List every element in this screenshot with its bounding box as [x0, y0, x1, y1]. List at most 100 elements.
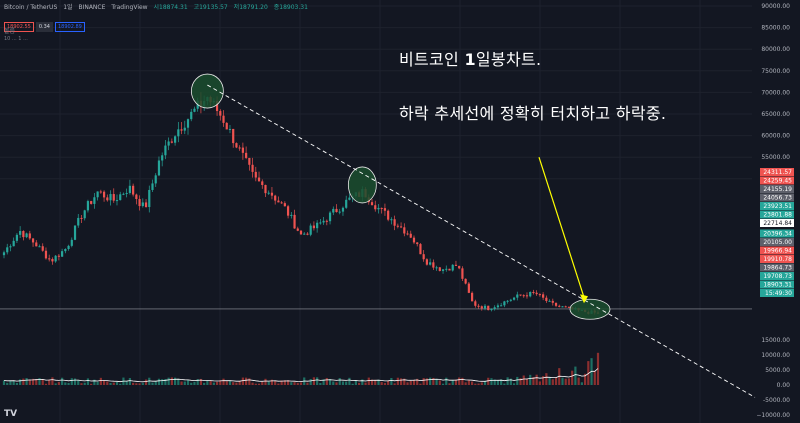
volume-bar	[264, 378, 267, 385]
price-label-box	[760, 193, 794, 202]
volume-bar	[445, 377, 448, 385]
volume-bar	[316, 377, 319, 385]
volume-bar	[393, 383, 396, 385]
volume-bar	[545, 373, 548, 385]
candle-body	[9, 246, 12, 248]
candle-body	[483, 305, 487, 309]
volume-bar	[406, 382, 409, 385]
volume-bar	[90, 383, 93, 385]
ohlc-low: 저18791.20	[233, 4, 268, 11]
volume-bar	[193, 381, 196, 385]
candle-body	[106, 197, 109, 201]
candle-body	[316, 222, 319, 229]
volume-moving-average	[3, 368, 599, 383]
candle-body	[44, 250, 48, 259]
volume-bar	[80, 383, 83, 385]
volume-bar	[177, 378, 180, 385]
volume-bar	[128, 378, 132, 385]
candle-body	[283, 203, 286, 207]
volume-bar	[306, 382, 309, 385]
candle-body	[238, 147, 241, 149]
candle-body	[235, 143, 238, 148]
candle-body	[306, 233, 309, 235]
price-label-text: 18903.31	[763, 282, 792, 289]
volume-tick-label: 5000.00	[765, 367, 790, 374]
candle-body	[170, 141, 173, 143]
indicator-label[interactable]: 볼륨	[4, 28, 16, 35]
volume-bar	[583, 373, 587, 385]
volume-bar	[574, 366, 577, 385]
volume-bar	[77, 380, 80, 385]
price-label-text: 20396.34	[763, 231, 792, 238]
volume-bar	[35, 379, 38, 385]
candle-body	[280, 202, 283, 204]
candle-body	[251, 164, 254, 172]
volume-bar	[399, 378, 403, 385]
volume-bar	[438, 380, 441, 385]
volume-bar	[64, 382, 67, 385]
volume-tick-label: −10000.00	[756, 412, 790, 419]
symbol-name[interactable]: Bitcoin / TetherUS	[4, 4, 58, 11]
candle-body	[277, 200, 280, 203]
candle-body	[558, 305, 561, 307]
volume-bar	[112, 382, 115, 385]
candle-body	[228, 128, 232, 130]
volume-bar	[561, 377, 564, 385]
price-axis[interactable]: 90000.00 85000.00 80000.00 75000.00 70000.00…	[761, 3, 790, 183]
candle-body	[425, 259, 429, 265]
candle-body	[490, 309, 493, 311]
candle-body	[309, 225, 312, 235]
volume-bar	[348, 377, 351, 385]
volume-bar	[225, 381, 228, 385]
candle-body	[341, 207, 345, 212]
candle-body	[532, 291, 535, 293]
candle-body	[80, 217, 83, 219]
candle-body	[222, 115, 225, 123]
candlestick-series	[2, 92, 600, 315]
touch-circle	[569, 298, 611, 320]
volume-bar	[238, 381, 241, 385]
buy-button[interactable]: 18902.89	[55, 22, 85, 32]
candle-body	[15, 234, 19, 241]
annotation-line-1-a: 비트코인	[399, 50, 465, 69]
volume-bar	[132, 382, 135, 385]
price-label-text: 19864.73	[763, 265, 792, 272]
volume-bar	[525, 378, 529, 385]
tradingview-logo-icon[interactable]: TV	[4, 409, 18, 419]
candle-body	[325, 220, 328, 222]
volume-bar	[474, 383, 477, 385]
candle-body	[148, 189, 151, 208]
candle-body	[54, 255, 57, 262]
volume-bar	[390, 377, 393, 385]
volume-bar	[141, 383, 144, 385]
volume-bar	[119, 383, 122, 385]
price-tick-label: 60000.00	[761, 133, 790, 140]
volume-bar	[509, 378, 512, 385]
candle-body	[396, 225, 399, 227]
interval-label[interactable]: 1일	[63, 4, 73, 11]
candle-body	[474, 301, 477, 306]
candle-body	[135, 194, 138, 200]
candle-body	[519, 294, 522, 296]
sell-button[interactable]: 18902.55	[4, 22, 34, 32]
candle-body	[554, 302, 558, 306]
volume-axis[interactable]: 15000.00 10000.00 5000.00 0.00 -5000.00 −1000…	[756, 337, 790, 419]
candle-body	[57, 255, 60, 257]
provider-label: TradingView	[111, 4, 148, 11]
volume-bar	[219, 380, 222, 385]
volume-bar	[12, 380, 15, 385]
candle-body	[290, 214, 293, 216]
candle-body	[377, 207, 380, 210]
grid-lines	[0, 0, 752, 423]
volume-bar	[425, 378, 429, 385]
candle-body	[132, 185, 135, 195]
candle-body	[128, 185, 132, 193]
candle-body	[177, 129, 180, 137]
volume-bar	[587, 361, 590, 385]
volume-bar	[203, 382, 206, 385]
volume-bar	[22, 378, 25, 385]
volume-bar	[180, 381, 183, 385]
annotation-line-1-c: 일봉차트.	[475, 50, 542, 69]
candle-body	[506, 300, 509, 302]
